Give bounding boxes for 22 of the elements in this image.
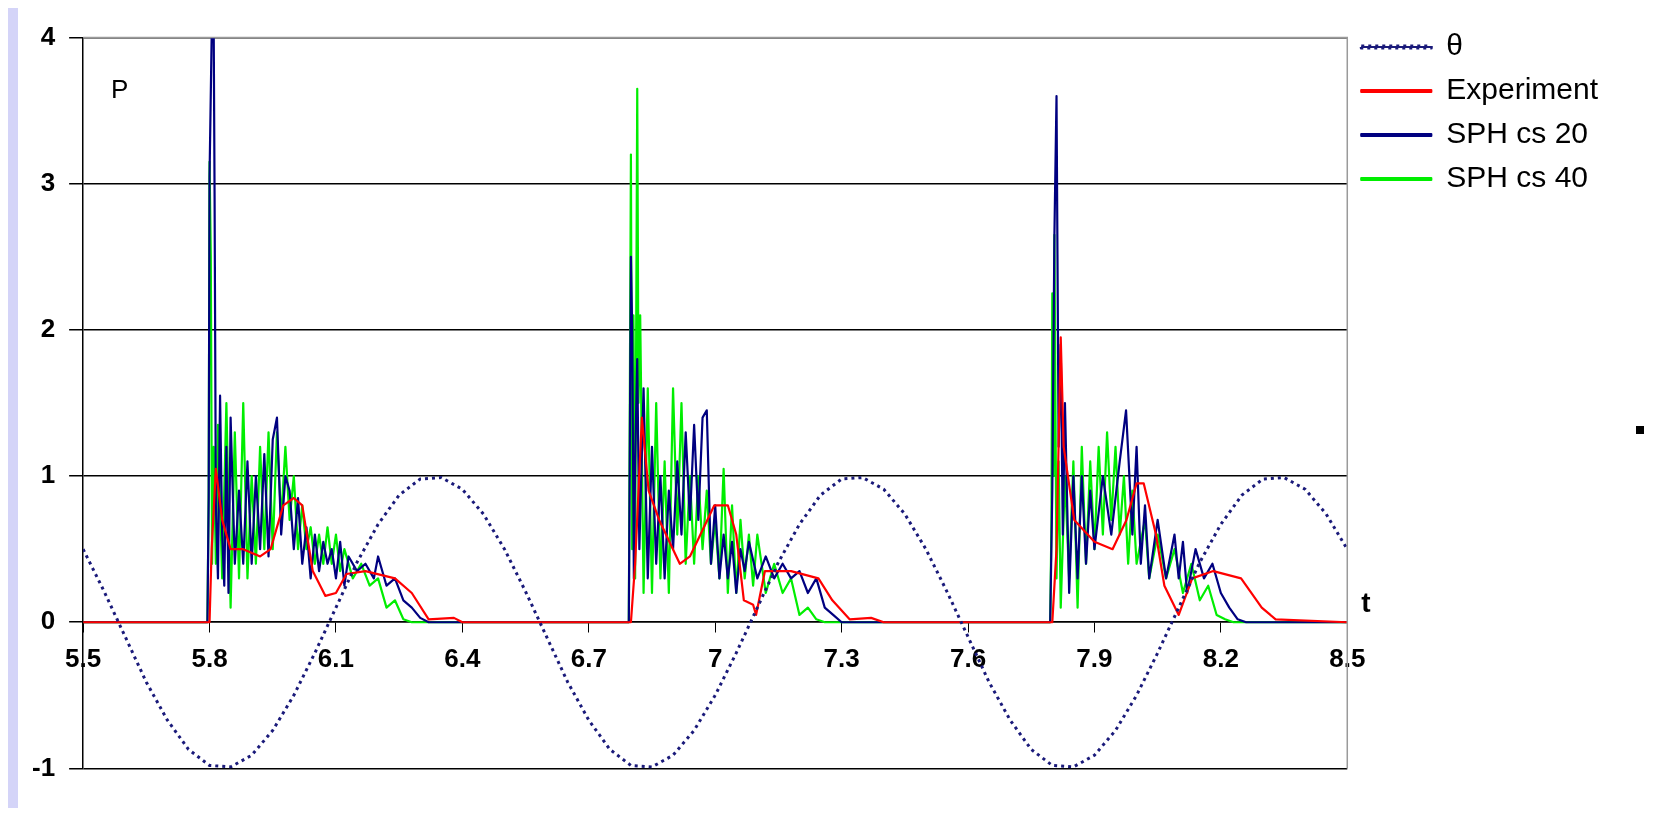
x-tick-label: 5.8 [191, 643, 228, 674]
legend-label: Experiment [1446, 72, 1599, 106]
y-tick-label: 4 [40, 20, 56, 51]
x-tick-label: 6.7 [570, 643, 607, 674]
y-tick-label: 3 [40, 166, 56, 197]
x-tick-label: 7.3 [823, 643, 860, 674]
legend-label: SPH cs 40 [1446, 160, 1589, 194]
x-tick-label: 6.1 [317, 643, 355, 674]
x-tick-label: 7.9 [1076, 643, 1113, 674]
x-tick-label: 8.2 [1202, 643, 1239, 674]
y-axis-title: P [111, 73, 129, 104]
y-tick-label: -1 [31, 751, 56, 782]
legend-label: SPH cs 20 [1446, 116, 1589, 150]
x-tick-label: 8.5 [1329, 643, 1366, 674]
x-tick-label: 6.4 [444, 643, 481, 674]
y-tick-label: 2 [40, 313, 56, 344]
y-tick-label: 0 [40, 605, 56, 636]
x-tick-label: 7.6 [949, 643, 987, 674]
x-axis-title: t [1361, 586, 1371, 618]
x-tick-label: 7 [707, 643, 723, 674]
y-tick-label: 1 [40, 459, 56, 490]
legend-label: θ [1446, 28, 1463, 62]
